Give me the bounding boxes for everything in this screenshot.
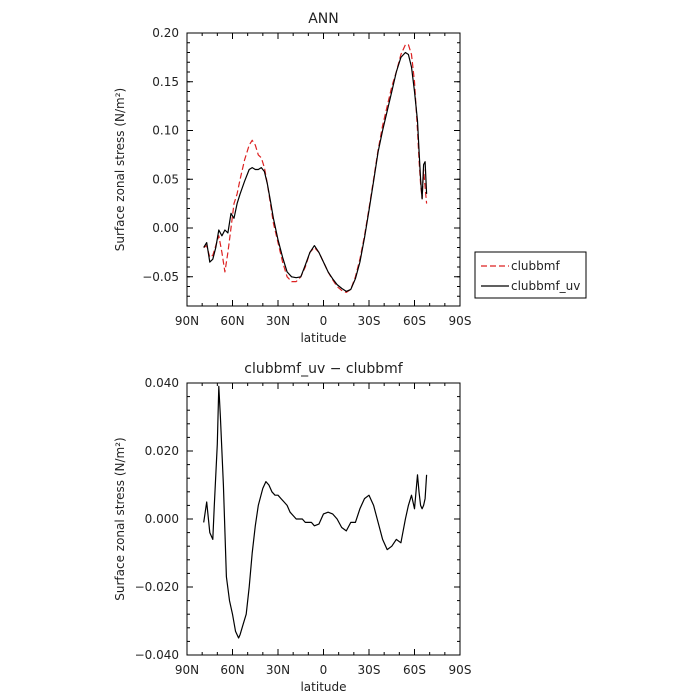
- y-tick-label: −0.05: [142, 270, 179, 284]
- x-tick-label: 30S: [358, 314, 381, 328]
- series-line-series-1: [203, 385, 428, 639]
- x-tick-label: 30S: [358, 663, 381, 677]
- y-tick-label: −0.040: [135, 648, 179, 662]
- y-tick-label: 0.020: [145, 444, 179, 458]
- y-tick-label: 0.05: [152, 172, 179, 186]
- series-line-clubbmf_uv: [203, 51, 428, 292]
- y-tick-label: 0.20: [152, 26, 179, 40]
- y-tick-label: 0.000: [145, 512, 179, 526]
- y-tick-label: −0.020: [135, 580, 179, 594]
- x-tick-label: 60N: [220, 314, 244, 328]
- y-tick-label: 0.15: [152, 75, 179, 89]
- chart-title: clubbmf_uv − clubbmf: [244, 361, 403, 377]
- legend-entry-clubbmf_uv: clubbmf_uv: [511, 279, 580, 293]
- legend-box: [474, 251, 587, 299]
- x-tick-label: 60S: [403, 314, 426, 328]
- x-tick-label: 30N: [266, 314, 290, 328]
- y-tick-label: 0.00: [152, 221, 179, 235]
- legend: clubbmf clubbmf_uv: [474, 251, 587, 299]
- chart-title: ANN: [308, 11, 339, 27]
- x-tick-label: 60S: [403, 663, 426, 677]
- y-axis-label: Surface zonal stress (N/m²): [113, 437, 127, 601]
- y-axis-label: Surface zonal stress (N/m²): [113, 88, 127, 252]
- x-tick-label: 90S: [449, 314, 472, 328]
- series-line-clubbmf: [203, 44, 428, 293]
- y-tick-label: 0.10: [152, 124, 179, 138]
- x-tick-label: 0: [320, 314, 328, 328]
- plot-frame: [186, 382, 461, 656]
- chart-panel-2: clubbmf_uv − clubbmf 90N 60N 30N 0 30S 60S 90S 0…: [113, 361, 471, 694]
- x-axis-label: latitude: [300, 680, 346, 694]
- plot-frame: [186, 32, 461, 307]
- chart-panel-1: ANN 90N 60N 30N 0 30S 60S 90S 0.20 0.15 0.10 0.05 0.…: [113, 11, 587, 345]
- x-tick-label: 60N: [220, 663, 244, 677]
- x-tick-label: 30N: [266, 663, 290, 677]
- x-tick-label: 90S: [449, 663, 472, 677]
- legend-entry-clubbmf: clubbmf: [511, 259, 560, 273]
- x-axis-label: latitude: [300, 331, 346, 345]
- x-tick-label: 0: [320, 663, 328, 677]
- x-tick-label: 90N: [175, 663, 199, 677]
- y-tick-label: 0.040: [145, 376, 179, 390]
- x-tick-label: 90N: [175, 314, 199, 328]
